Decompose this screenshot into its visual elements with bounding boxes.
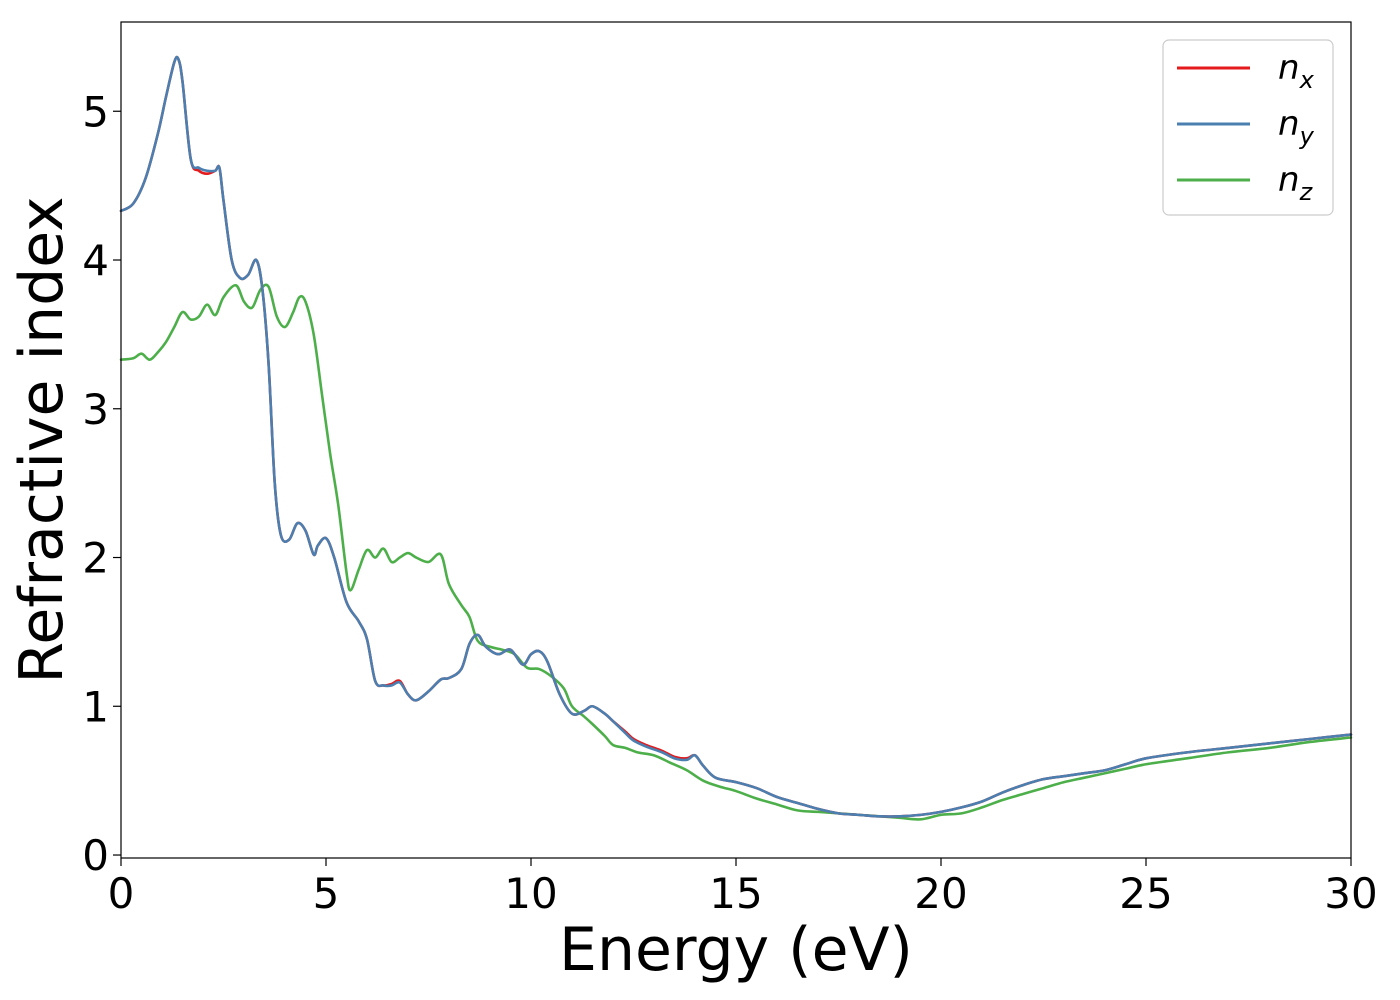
y-axis-ticks: 0 1 2 3 4 5 <box>82 87 121 880</box>
x-tick-label: 0 <box>108 869 135 918</box>
y-axis-title: Refractive index <box>7 196 77 683</box>
legend-label-subscript: x <box>1299 66 1315 94</box>
series-line-nz <box>119 283 1353 821</box>
legend-label-ny: ny <box>1278 104 1315 150</box>
legend-label-base: n <box>1278 104 1300 144</box>
legend-label-base: n <box>1278 48 1300 88</box>
x-tick-label: 5 <box>313 869 340 918</box>
y-tick-label: 0 <box>82 831 109 880</box>
series-line-ny <box>119 55 1353 818</box>
legend-label-nz: nz <box>1278 160 1314 206</box>
legend-label-subscript: z <box>1299 178 1314 206</box>
x-axis-title: Energy (eV) <box>559 915 913 985</box>
y-tick-label: 3 <box>82 385 109 434</box>
y-tick-label: 2 <box>82 534 109 583</box>
x-tick-label: 25 <box>1119 869 1172 918</box>
legend-box <box>1162 39 1334 216</box>
x-tick-label: 20 <box>914 869 967 918</box>
x-axis-ticks: 0 5 10 15 20 25 30 <box>108 858 1378 918</box>
legend-label-subscript: y <box>1299 122 1315 150</box>
legend-label-nx: nx <box>1278 48 1315 94</box>
x-tick-label: 15 <box>709 869 762 918</box>
x-tick-label: 10 <box>504 869 557 918</box>
legend-label-base: n <box>1278 160 1300 200</box>
x-tick-label: 30 <box>1324 869 1377 918</box>
y-tick-label: 5 <box>82 87 109 136</box>
y-tick-label: 4 <box>82 236 109 285</box>
series-layer <box>119 55 1353 821</box>
y-tick-label: 1 <box>82 682 109 731</box>
